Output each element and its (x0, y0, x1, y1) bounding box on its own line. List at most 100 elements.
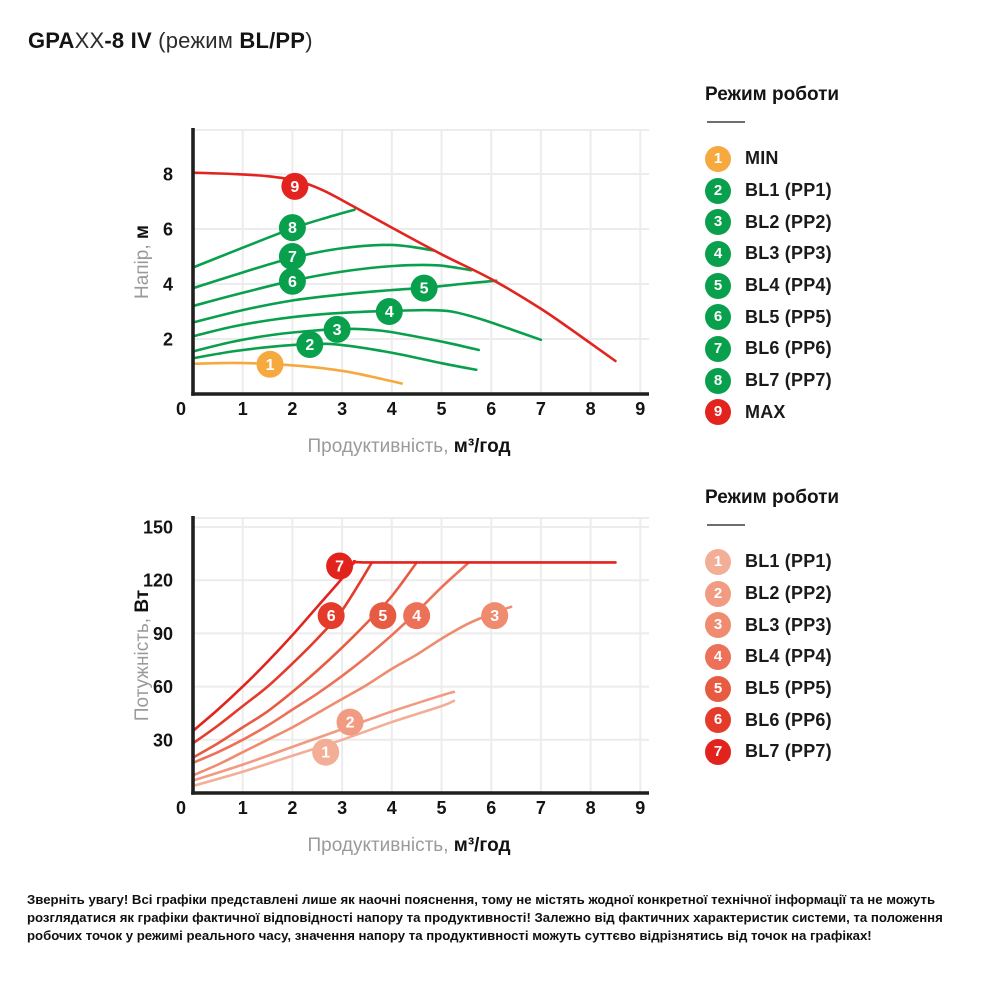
legend-marker-5: 5 (705, 272, 731, 299)
legend-item: 6 BL6 (PP6) (705, 704, 975, 736)
curve-2-BL1 (PP1) (191, 342, 478, 372)
curve-badge-number: 1 (266, 357, 275, 374)
legend-item: 5 BL4 (PP4) (705, 270, 975, 302)
curve-badge-number: 8 (288, 220, 297, 237)
curve-badge-number: 1 (321, 745, 330, 762)
legend-item: 1 MIN (705, 143, 975, 175)
y-tick-label: 4 (163, 275, 173, 295)
curve-badge-number: 6 (288, 274, 297, 291)
legend-item: 7 BL6 (PP6) (705, 333, 975, 365)
x-axis-title: Продуктивність, м³/год (307, 835, 510, 856)
title-brand: GPA (28, 28, 75, 53)
y-tick-label: 150 (143, 518, 173, 538)
legend-divider (707, 524, 745, 526)
legend-item-label: BL5 (PP5) (745, 306, 832, 327)
legend-header: Режим роботи (705, 487, 840, 508)
curve-4-BL3 (PP3) (191, 308, 543, 342)
curve-badge-7 (326, 552, 354, 580)
title-mode-suffix: ) (305, 28, 313, 53)
legend-item: 8 BL7 (PP7) (705, 365, 975, 397)
x-tick-label: 8 (586, 399, 596, 419)
legend-item-label: BL7 (PP7) (745, 370, 832, 391)
legend-marker-1: 1 (705, 145, 731, 172)
y-tick-label: 6 (163, 220, 173, 240)
curve-6-BL5 (PP5) (191, 263, 473, 308)
curve-badge-2 (296, 331, 324, 358)
x-tick-label: 5 (436, 798, 446, 818)
legend-item-label: BL6 (PP6) (745, 338, 832, 359)
curve-badge-number: 2 (346, 715, 355, 732)
legend-item: 4 BL3 (PP3) (705, 238, 975, 270)
legend-item-label: MIN (745, 148, 779, 169)
head-flow-chart: 1 2 3 4 5 6 7 8 9 0 1 2 3 4 5 6 7 8 9 2 4 6 8 Продуктивність, м… (132, 128, 649, 457)
x-tick-label: 2 (287, 798, 297, 818)
curve-badge-3 (481, 602, 509, 630)
curve-1-MIN (191, 361, 404, 385)
legend-marker-4: 4 (705, 240, 731, 267)
legend-head-chart: Режим роботи 1 MIN 2 BL1 (PP1) 3 BL2 (PP2) 4 BL… (705, 84, 975, 428)
curve-badge-7 (278, 243, 306, 270)
legend-marker-3: 3 (705, 612, 731, 639)
curve-badge-1 (312, 738, 340, 766)
curve-3-BL3 (PP3) (191, 605, 513, 777)
legend-marker-1: 1 (705, 548, 731, 575)
curve-badge-4 (403, 602, 431, 630)
legend-item: 1 BL1 (PP1) (705, 546, 975, 578)
curve-badge-6 (278, 267, 306, 295)
legend-marker-7: 7 (705, 335, 731, 362)
legend-header: Режим роботи (705, 84, 840, 105)
curve-badge-2 (336, 708, 364, 736)
curve-8-BL7 (PP7) (191, 208, 356, 269)
x-tick-label: 4 (387, 399, 397, 419)
legend-item-label: BL2 (PP2) (745, 211, 832, 232)
x-tick-label: 0 (176, 798, 186, 818)
legend-item: 3 BL2 (PP2) (705, 206, 975, 238)
title-mode-prefix: (режим (151, 28, 240, 53)
curve-badge-5 (410, 274, 438, 302)
legend-item: 7 BL7 (PP7) (705, 736, 975, 768)
curve-badge-number: 9 (290, 179, 299, 196)
curve-badge-4 (375, 298, 403, 325)
x-tick-label: 3 (337, 399, 347, 419)
legend-marker-4: 4 (705, 643, 731, 670)
x-tick-label: 1 (238, 798, 248, 818)
curve-5-BL5 (PP5) (191, 561, 418, 759)
warning-note: Зверніть увагу! Всі графіки представлені… (27, 892, 943, 944)
x-axis-title: Продуктивність, м³/год (307, 436, 510, 457)
y-tick-label: 90 (153, 624, 173, 644)
x-tick-label: 5 (436, 399, 446, 419)
curve-badge-number: 4 (412, 608, 421, 625)
legend-item-label: BL1 (PP1) (745, 180, 832, 201)
y-tick-label: 120 (143, 571, 173, 591)
curve-badge-8 (278, 214, 306, 242)
legend-marker-7: 7 (705, 738, 731, 765)
x-tick-label: 7 (536, 798, 546, 818)
legend-items: 1 MIN 2 BL1 (PP1) 3 BL2 (PP2) 4 BL3 (PP3) 5 BL4 (… (705, 143, 975, 428)
legend-divider (707, 121, 745, 123)
legend-marker-5: 5 (705, 675, 731, 702)
curve-badge-1 (256, 350, 284, 378)
curve-badge-number: 3 (333, 322, 342, 339)
curve-badge-number: 7 (335, 559, 344, 576)
legend-item-label: BL4 (PP4) (745, 275, 832, 296)
curve-badge-number: 2 (305, 337, 314, 354)
legend-items: 1 BL1 (PP1) 2 BL2 (PP2) 3 BL3 (PP3) 4 BL4 (PP4)… (705, 546, 975, 768)
legend-item: 4 BL4 (PP4) (705, 641, 975, 673)
curve-7-BL6 (PP6) (191, 243, 436, 290)
curve-badge-number: 3 (490, 608, 499, 625)
x-tick-label: 6 (486, 399, 496, 419)
y-tick-label: 2 (163, 330, 173, 350)
title-model-bold: -8 IV (104, 28, 152, 53)
x-tick-label: 7 (536, 399, 546, 419)
legend-item-label: BL4 (PP4) (745, 646, 832, 667)
curve-1-BL1 (PP1) (191, 699, 456, 788)
curve-badge-3 (323, 315, 351, 343)
legend-marker-2: 2 (705, 580, 731, 607)
x-tick-label: 2 (287, 399, 297, 419)
legend-item-label: BL7 (PP7) (745, 741, 832, 762)
curve-5-BL4 (PP4) (191, 279, 498, 324)
curve-9-MAX (191, 171, 617, 363)
curve-badge-5 (369, 602, 397, 630)
title-mode: BL/PP (239, 28, 306, 53)
